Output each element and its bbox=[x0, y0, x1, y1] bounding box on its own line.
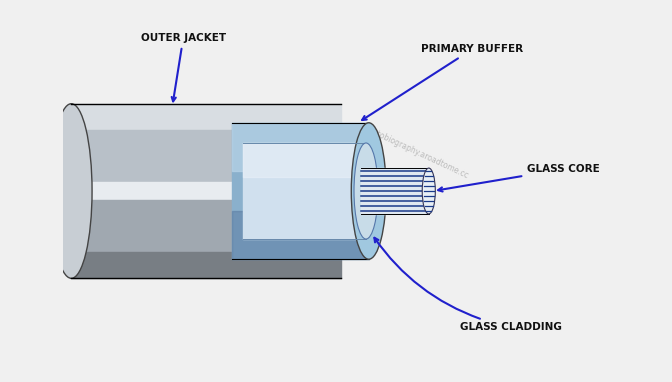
Ellipse shape bbox=[50, 104, 92, 278]
Text: GLASS CLADDING: GLASS CLADDING bbox=[374, 238, 562, 332]
Text: OUTER JACKET: OUTER JACKET bbox=[140, 33, 226, 101]
Text: autobiography.aroadtome.cc: autobiography.aroadtome.cc bbox=[366, 125, 470, 180]
Ellipse shape bbox=[351, 123, 386, 259]
Ellipse shape bbox=[422, 168, 435, 214]
Text: PRIMARY BUFFER: PRIMARY BUFFER bbox=[362, 44, 523, 120]
Text: autobiography.aroadtome.cc: autobiography.aroadtome.cc bbox=[186, 109, 290, 164]
Ellipse shape bbox=[354, 143, 378, 239]
Text: GLASS CORE: GLASS CORE bbox=[438, 164, 599, 191]
